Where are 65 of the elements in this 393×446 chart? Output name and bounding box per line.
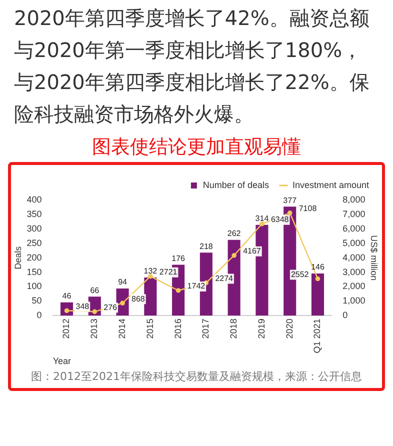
y2-tick-label: 5,000 [342,238,366,248]
text: 2020年第四季度增长了42%。融资总额与2020年第一季度相比增长了180%，与2020年第四季度相比增长了22%。保险科技融资市场格外火爆。 [13,5,370,128]
chart-title: 图表使结论更加直观易懂 [91,135,302,160]
x-axis-title: Year [52,356,72,366]
x-tick-label: 2017 [200,318,211,339]
y-tick-label: 150 [26,266,42,277]
point [232,253,236,258]
point [120,300,125,306]
text: 图：2012至2021年保险科技交易数量及融资规模，来源：公开信息 [30,369,363,384]
point [148,274,153,279]
y2-tick-label: 6,000 [342,223,366,234]
data-label: 2552 [290,270,310,279]
x-tick-label: 2020 [284,318,294,339]
legend-label: Number of deals [202,180,270,190]
y-tick-label: 200 [26,252,42,262]
data-label: 2274 [215,274,234,283]
y2-tick-label: 3,000 [342,266,366,277]
data-label: 218 [200,242,214,251]
data-label: 314 [255,214,270,224]
y2-axis-title: US$ million [369,235,380,281]
y-axis-title: Deals [12,246,23,270]
bar [311,273,324,316]
point [176,288,181,293]
data-label: 46 [62,292,72,301]
y2-tick-label: 4,000 [342,252,366,262]
y-tick-label: 300 [26,223,42,234]
y2-tick-label: 7,000 [342,208,366,219]
x-tick-label: 2019 [256,318,266,339]
data-label: 868 [132,294,146,304]
bar [144,278,157,316]
point [287,210,292,216]
y-tick-label: 400 [26,194,42,204]
data-label: 66 [90,286,100,295]
data-label: 4167 [243,246,262,256]
data-label: 377 [283,196,298,205]
data-label: 2721 [159,268,178,277]
y2-tick-label: 0 [342,310,348,320]
x-tick-label: 2014 [117,318,128,339]
y2-tick-label: 2,000 [342,281,366,292]
y-tick-label: 0 [36,310,42,320]
data-label: 1742 [187,282,206,291]
y-tick-label: 50 [32,296,42,306]
x-tick-label: 2018 [228,318,239,339]
legend-label: Investment amount [292,180,370,190]
x-tick-label: Q1 2021 [312,318,322,354]
point [260,221,264,226]
x-tick-label: 2016 [172,318,183,339]
data-label: 94 [118,278,128,287]
y-tick-label: 100 [26,281,42,292]
data-label: 176 [172,254,186,263]
x-tick-label: 2015 [144,318,155,339]
data-label: 132 [144,266,158,276]
data-label: 348 [76,302,90,311]
x-tick-label: 2012 [61,318,72,339]
data-label: 7108 [298,204,318,214]
y2-tick-label: 8,000 [342,194,366,204]
data-label: 276 [104,302,118,312]
point [92,309,98,314]
y-tick-label: 350 [26,208,42,219]
data-label: 262 [227,229,242,238]
y-tick-label: 250 [26,238,42,248]
x-tick-label: 2013 [89,318,100,339]
point [315,276,320,282]
y2-tick-label: 1,000 [342,296,366,306]
data-label: 6348 [270,215,290,224]
